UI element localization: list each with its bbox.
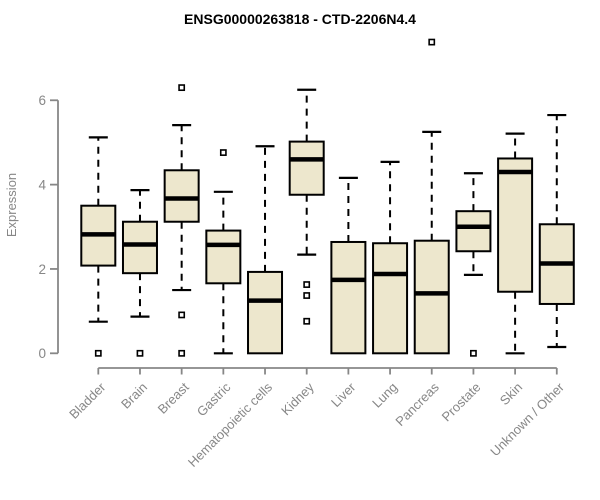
iqr-box	[330, 240, 367, 355]
outlier-point	[136, 349, 144, 357]
outlier-point	[94, 349, 102, 357]
x-category-label: Skin	[497, 380, 525, 408]
x-category-label: Kidney	[278, 379, 317, 418]
iqr-box	[247, 270, 284, 355]
box-pancreas	[413, 38, 450, 355]
y-tick-label: 6	[38, 93, 46, 108]
y-tick-label: 4	[38, 177, 46, 192]
box-unknown-other	[538, 113, 575, 349]
outlier-point	[178, 311, 186, 319]
x-category-label: Pancreas	[392, 379, 442, 429]
x-category-label: Prostate	[439, 380, 484, 425]
iqr-box	[372, 242, 409, 355]
box-kidney	[288, 88, 325, 325]
chart-title: ENSG00000263818 - CTD-2206N4.4	[184, 11, 416, 27]
iqr-box	[163, 169, 200, 223]
x-category-label: Liver	[328, 379, 359, 410]
iqr-box	[121, 220, 158, 275]
x-category-label: Bladder	[66, 379, 109, 422]
box-series	[80, 38, 575, 357]
box-prostate	[455, 172, 492, 357]
y-tick-label: 0	[38, 346, 46, 361]
outlier-point	[303, 292, 311, 299]
box-lung	[372, 160, 409, 355]
x-category-label: Lung	[369, 380, 400, 411]
iqr-box	[205, 229, 242, 285]
outlier-point	[428, 38, 436, 46]
outlier-point	[303, 317, 311, 325]
box-brain	[121, 189, 158, 357]
x-category-label: Unknown / Other	[487, 379, 567, 459]
x-category-label: Brain	[118, 380, 150, 412]
iqr-box	[455, 210, 492, 253]
iqr-box	[413, 239, 450, 355]
box-breast	[163, 84, 200, 357]
x-category-label: Breast	[155, 379, 192, 416]
y-tick-label: 2	[38, 262, 46, 277]
outlier-point	[219, 149, 227, 156]
x-category-label: Gastric	[194, 379, 234, 419]
iqr-box	[288, 140, 325, 196]
outlier-point	[178, 84, 186, 92]
y-axis-label: Expression	[4, 173, 19, 237]
box-hematopoietic-cells	[247, 145, 284, 355]
box-liver	[330, 176, 367, 355]
outlier-point	[303, 281, 311, 288]
outlier-point	[178, 349, 186, 357]
box-bladder	[80, 136, 117, 357]
box-gastric	[205, 149, 242, 355]
box-skin	[497, 132, 534, 355]
iqr-box	[497, 157, 534, 293]
outlier-point	[470, 349, 477, 357]
